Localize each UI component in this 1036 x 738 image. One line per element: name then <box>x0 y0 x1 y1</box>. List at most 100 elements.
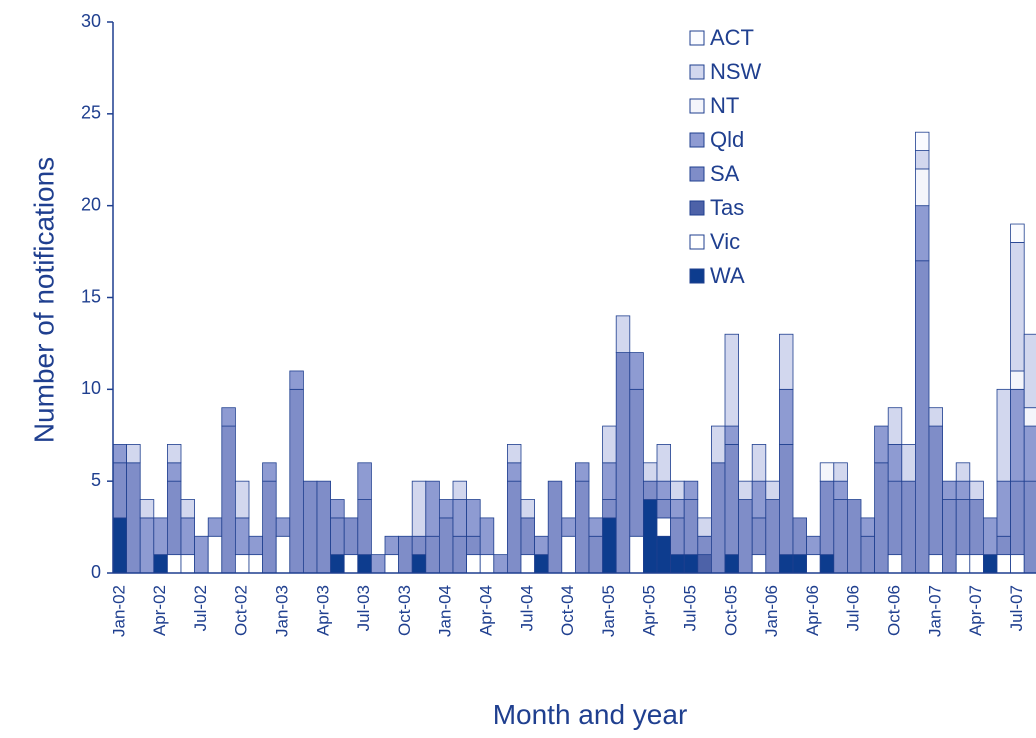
bar-segment <box>656 480 672 500</box>
bar-segment <box>887 444 903 482</box>
bar-segment <box>493 554 508 574</box>
x-tick-label: Jul-07 <box>1007 585 1026 631</box>
bar-segment <box>697 554 712 574</box>
bar-segment <box>520 517 536 556</box>
bar-segment <box>983 554 998 574</box>
bar-segment <box>697 517 712 537</box>
bar-segment <box>166 554 182 574</box>
bar-segment <box>751 554 767 574</box>
bar-segment <box>506 480 522 574</box>
bar-segment <box>643 480 658 500</box>
bar-segment <box>384 535 400 556</box>
bar-segment <box>275 535 291 574</box>
bar-segment <box>1010 241 1025 372</box>
bar-segment <box>139 499 155 519</box>
x-tick-label: Apr-07 <box>966 585 985 636</box>
bar-segment <box>724 333 740 427</box>
x-tick-label: Jul-05 <box>680 585 699 631</box>
bar-segment <box>221 407 236 427</box>
bar-segment <box>615 315 631 354</box>
x-tick-label: Jan-05 <box>599 585 618 637</box>
legend-swatch <box>689 30 705 46</box>
bar-segment <box>466 499 481 537</box>
bar-segment <box>602 425 617 464</box>
bar-segment <box>806 554 821 574</box>
bar-segment <box>384 554 400 574</box>
legend-label: Qld <box>710 127 744 152</box>
bar-segment <box>357 499 372 556</box>
bar-segment <box>724 554 740 574</box>
x-tick-label: Oct-06 <box>884 585 903 636</box>
bar-segment <box>670 499 685 519</box>
bar-segment <box>901 480 916 574</box>
bar-segment <box>234 517 250 556</box>
bar-segment <box>1010 480 1025 556</box>
bar-segment <box>942 480 957 500</box>
bar-segment <box>915 260 930 574</box>
bar-segment <box>683 499 699 556</box>
bar-segment <box>860 517 876 537</box>
bar-segment <box>915 150 930 170</box>
y-tick-label: 30 <box>81 11 101 31</box>
bar-segment <box>629 352 644 390</box>
bar-segment <box>792 517 808 556</box>
legend-swatch <box>689 200 705 216</box>
bar-segment <box>330 499 345 519</box>
bar-segment <box>996 480 1012 537</box>
bar-segment <box>180 517 196 556</box>
bar-segment <box>629 388 644 537</box>
bar-segment <box>1010 223 1025 243</box>
bar-segment <box>643 499 658 574</box>
bar-segment <box>262 480 277 574</box>
bar-segment <box>561 517 576 537</box>
bar-segment <box>860 535 876 574</box>
bar-segment <box>1010 388 1025 482</box>
bar-segment <box>751 444 767 482</box>
x-tick-label: Oct-03 <box>395 585 414 636</box>
bar-segment <box>656 444 672 482</box>
bar-segment <box>1023 333 1036 409</box>
y-tick-label: 25 <box>81 103 101 123</box>
bar-segment <box>438 499 454 519</box>
legend-swatch <box>689 268 705 284</box>
bar-segment <box>792 554 808 574</box>
bar-segment <box>425 480 440 537</box>
bar-segment <box>302 480 318 574</box>
bar-segment <box>479 554 495 574</box>
bar-segment <box>983 517 998 556</box>
bar-segment <box>724 425 740 445</box>
bar-segment <box>262 462 277 482</box>
bar-segment <box>112 444 128 464</box>
bar-segment <box>670 517 685 556</box>
bar-segment <box>411 480 427 537</box>
bar-segment <box>874 425 889 464</box>
bar-segment <box>806 535 821 556</box>
bar-segment <box>1023 425 1036 482</box>
legend-swatch <box>689 132 705 148</box>
x-tick-label: Jan-03 <box>272 585 291 637</box>
bar-segment <box>534 554 549 574</box>
legend-swatch <box>689 234 705 250</box>
bar-segment <box>779 333 794 390</box>
legend-label: NSW <box>710 59 762 84</box>
bar-segment <box>656 499 672 519</box>
bar-segment <box>139 517 155 574</box>
bar-segment <box>779 554 794 574</box>
bar-segment <box>670 554 685 574</box>
bar-segment <box>765 499 780 574</box>
x-tick-label: Jul-03 <box>354 585 373 631</box>
bar-segment <box>955 499 971 556</box>
x-tick-label: Apr-02 <box>150 585 169 636</box>
bar-segment <box>1023 480 1036 574</box>
x-tick-label: Apr-06 <box>803 585 822 636</box>
bar-segment <box>194 535 209 574</box>
x-tick-label: Jul-06 <box>844 585 863 631</box>
bar-segment <box>928 425 944 556</box>
y-tick-label: 15 <box>81 286 101 306</box>
y-tick-label: 5 <box>91 470 101 490</box>
bar-segment <box>602 517 617 574</box>
bar-segment <box>221 425 236 574</box>
x-tick-label: Apr-03 <box>313 585 332 636</box>
bar-segment <box>887 554 903 574</box>
